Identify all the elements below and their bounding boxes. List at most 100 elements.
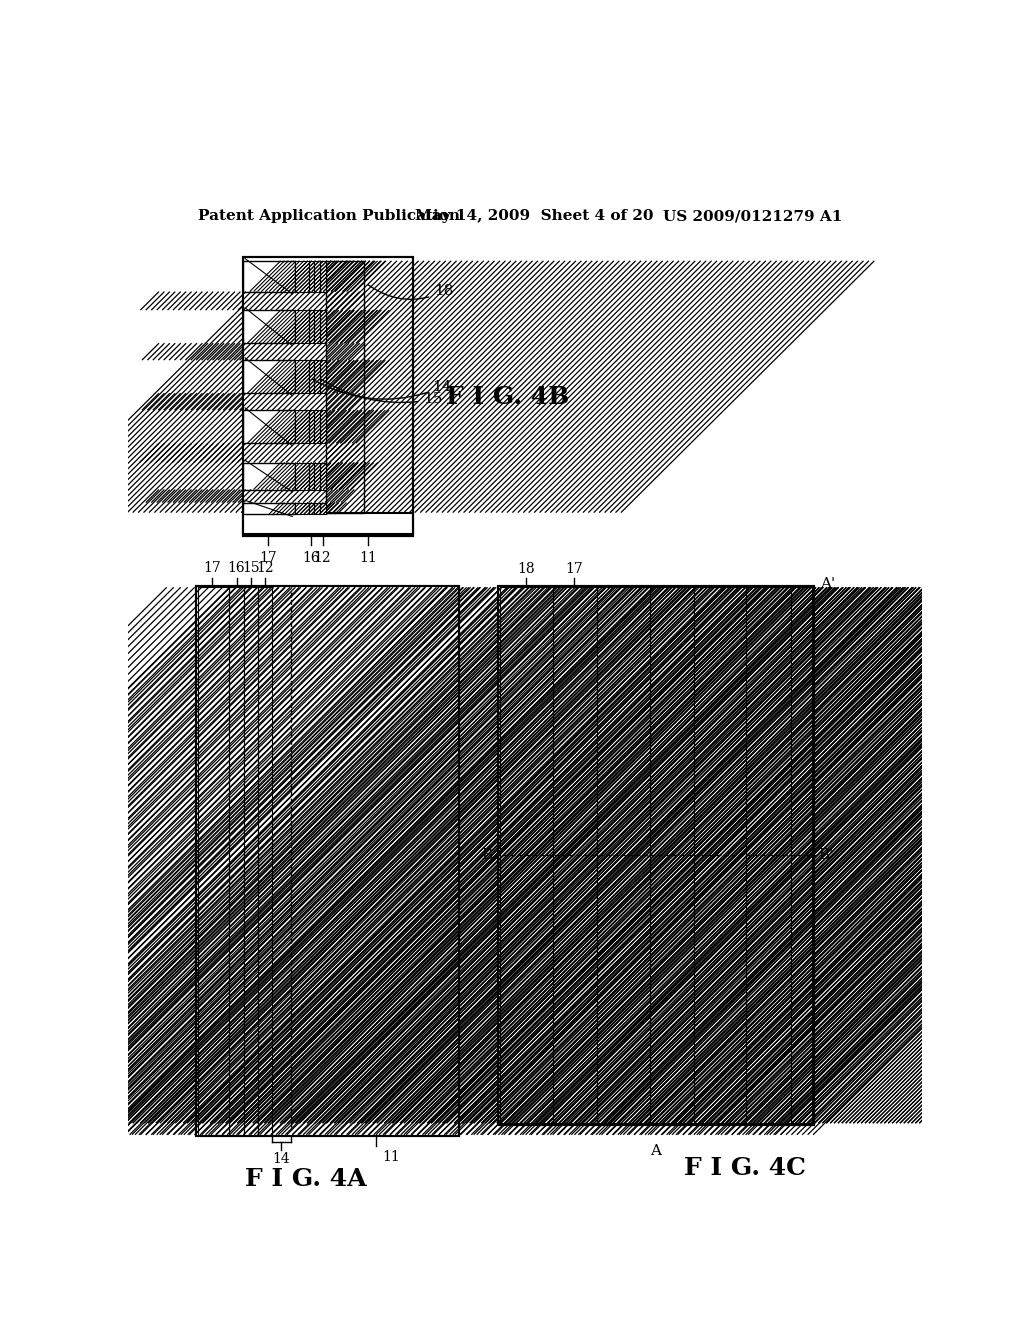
Text: 12: 12 xyxy=(256,561,274,576)
Bar xyxy=(314,503,321,515)
Text: B: B xyxy=(481,849,493,862)
Bar xyxy=(245,587,258,1135)
Bar xyxy=(295,462,308,490)
Bar xyxy=(243,310,295,343)
Text: 11: 11 xyxy=(359,552,377,565)
Bar xyxy=(243,261,295,292)
Bar xyxy=(308,503,314,515)
Text: 15: 15 xyxy=(243,561,260,576)
Bar xyxy=(321,411,327,444)
Bar xyxy=(295,503,308,515)
Bar xyxy=(198,587,228,1135)
Bar xyxy=(245,587,258,1135)
Bar xyxy=(243,411,295,444)
Bar xyxy=(597,587,649,1123)
Text: 18: 18 xyxy=(517,562,536,576)
Bar xyxy=(228,587,245,1135)
Bar xyxy=(258,587,272,1135)
Bar xyxy=(198,587,228,1135)
Bar xyxy=(295,411,308,444)
Bar xyxy=(314,462,321,490)
Bar xyxy=(243,343,327,360)
Text: B': B' xyxy=(818,849,833,862)
Bar xyxy=(314,503,321,515)
Bar xyxy=(243,512,414,535)
Text: 18: 18 xyxy=(369,285,454,300)
Bar xyxy=(197,586,459,1137)
Bar xyxy=(308,261,314,292)
Bar xyxy=(314,360,321,393)
Bar xyxy=(295,462,308,490)
Bar xyxy=(245,587,258,1135)
Bar xyxy=(693,587,746,1123)
Text: 17: 17 xyxy=(259,552,278,565)
Bar xyxy=(243,343,327,360)
Bar xyxy=(314,310,321,343)
Bar xyxy=(553,587,597,1123)
Bar xyxy=(314,360,321,393)
Bar xyxy=(791,587,812,1123)
Bar xyxy=(243,503,295,515)
Bar xyxy=(197,586,459,1137)
Text: 14: 14 xyxy=(272,1151,291,1166)
Bar xyxy=(314,411,321,444)
Text: 11: 11 xyxy=(382,1150,400,1164)
Bar xyxy=(295,310,308,343)
Bar xyxy=(597,587,649,1123)
Bar xyxy=(693,587,746,1123)
Bar xyxy=(243,490,327,503)
Bar xyxy=(597,587,649,1123)
Bar xyxy=(243,343,327,360)
Bar xyxy=(243,462,295,490)
Bar xyxy=(243,393,327,411)
Bar xyxy=(499,586,814,1125)
Bar xyxy=(243,393,327,411)
Bar xyxy=(243,393,327,411)
Bar xyxy=(295,411,308,444)
Text: 17: 17 xyxy=(203,561,220,576)
Bar xyxy=(321,310,327,343)
Text: F I G. 4B: F I G. 4B xyxy=(445,385,569,409)
Bar xyxy=(308,462,314,490)
Text: F I G. 4A: F I G. 4A xyxy=(246,1167,367,1191)
Bar xyxy=(243,292,327,310)
Bar xyxy=(295,261,308,292)
Bar xyxy=(243,444,327,462)
Bar xyxy=(243,257,414,536)
Text: 12: 12 xyxy=(313,552,332,565)
Bar xyxy=(314,503,321,515)
Bar xyxy=(314,310,321,343)
Text: F I G. 4C: F I G. 4C xyxy=(684,1155,806,1180)
Bar xyxy=(295,360,308,393)
Bar xyxy=(308,411,314,444)
Bar xyxy=(295,261,308,292)
Bar xyxy=(327,261,365,512)
Bar xyxy=(314,360,321,393)
Bar xyxy=(243,490,327,503)
Bar xyxy=(295,261,308,292)
Bar xyxy=(791,587,812,1123)
Text: A': A' xyxy=(820,577,836,590)
Bar xyxy=(295,360,308,393)
Bar xyxy=(314,261,321,292)
Bar xyxy=(499,586,814,1125)
Bar xyxy=(314,411,321,444)
Bar xyxy=(321,261,327,292)
Bar xyxy=(243,292,327,310)
Bar xyxy=(321,503,327,515)
Bar xyxy=(308,310,314,343)
Text: 16: 16 xyxy=(227,561,246,576)
Bar xyxy=(295,310,308,343)
Bar xyxy=(321,360,327,393)
Bar xyxy=(314,310,321,343)
Bar xyxy=(243,257,414,536)
Bar xyxy=(500,587,553,1123)
Text: US 2009/0121279 A1: US 2009/0121279 A1 xyxy=(663,209,842,223)
Bar xyxy=(295,360,308,393)
Bar xyxy=(314,261,321,292)
Bar xyxy=(791,587,812,1123)
Bar xyxy=(243,292,327,310)
Bar xyxy=(295,503,308,515)
Bar xyxy=(308,360,314,393)
Bar xyxy=(295,503,308,515)
